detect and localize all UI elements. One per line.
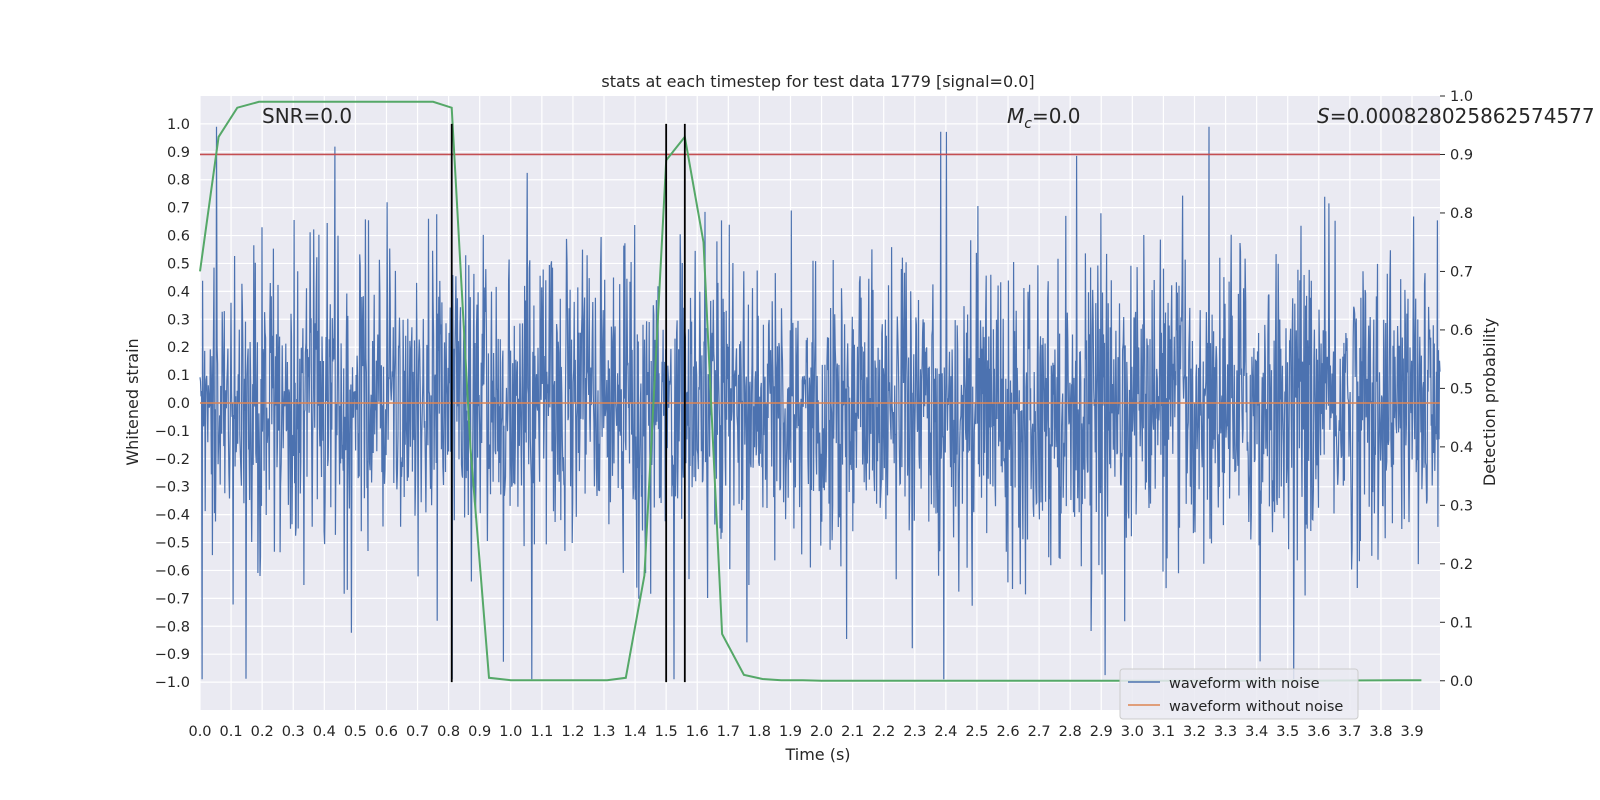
x-tick-label: 1.8 bbox=[748, 724, 771, 740]
x-tick-label: 1.2 bbox=[561, 724, 584, 740]
y-tick-label: −0.7 bbox=[155, 591, 190, 607]
x-tick-label: 3.5 bbox=[1276, 724, 1299, 740]
y-right-ticks: 1.0 0.9 0.8 0.7 0.6 0.5 0.4 0.3 0.2 0.1 0.0 bbox=[1440, 89, 1473, 690]
x-tick-label: 1.0 bbox=[499, 724, 522, 740]
mc-value: =0.0 bbox=[1032, 104, 1081, 128]
s-symbol: S bbox=[1317, 104, 1330, 128]
y-tick-label: 0.0 bbox=[167, 396, 190, 412]
y-tick-label: 0.7 bbox=[167, 201, 190, 217]
x-tick-label: 3.6 bbox=[1307, 724, 1330, 740]
noise-series bbox=[199, 126, 1441, 680]
s-value: =0.000828025862574577 bbox=[1330, 104, 1595, 128]
x-ticks: 0.0 0.1 0.2 0.3 0.4 0.5 0.6 0.7 0.8 0.9 1.0 1.1 1.2 1… bbox=[188, 724, 1423, 740]
x-tick-label: 2.9 bbox=[1090, 724, 1113, 740]
y-tick-label: −0.9 bbox=[155, 647, 190, 663]
x-tick-label: 3.2 bbox=[1183, 724, 1206, 740]
y-right-tick-label: 0.6 bbox=[1450, 323, 1473, 339]
x-tick-label: 2.2 bbox=[872, 724, 895, 740]
snr-annotation: SNR=0.0 bbox=[262, 104, 352, 128]
mc-subscript: c bbox=[1024, 116, 1032, 132]
y-right-tick-label: 0.0 bbox=[1450, 674, 1473, 690]
x-tick-label: 0.7 bbox=[406, 724, 429, 740]
y-right-tick-label: 0.1 bbox=[1450, 615, 1473, 631]
lines-layer bbox=[199, 100, 1440, 683]
noise-waveform-line bbox=[199, 126, 1441, 680]
x-tick-label: 2.0 bbox=[810, 724, 833, 740]
x-tick-label: 1.6 bbox=[686, 724, 709, 740]
x-tick-label: 1.4 bbox=[624, 724, 647, 740]
y-tick-label: −0.5 bbox=[155, 536, 190, 552]
y-tick-label: −1.0 bbox=[155, 675, 190, 691]
mc-annotation: Mc=0.0 bbox=[1007, 104, 1081, 132]
x-tick-label: 0.8 bbox=[437, 724, 460, 740]
chart-title: stats at each timestep for test data 177… bbox=[601, 72, 1034, 91]
x-tick-label: 2.6 bbox=[996, 724, 1019, 740]
y-tick-label: 0.8 bbox=[167, 173, 190, 189]
x-tick-label: 3.3 bbox=[1214, 724, 1237, 740]
y-tick-label: 0.3 bbox=[167, 312, 190, 328]
y-right-tick-label: 0.7 bbox=[1450, 264, 1473, 280]
y-ticks: 1.0 0.9 0.8 0.7 0.6 0.5 0.4 0.3 0.2 0.1 0.0 −0.1 −0.… bbox=[155, 117, 190, 691]
x-tick-label: 0.4 bbox=[313, 724, 336, 740]
x-tick-label: 0.6 bbox=[375, 724, 398, 740]
x-tick-label: 0.3 bbox=[282, 724, 305, 740]
x-tick-label: 0.1 bbox=[220, 724, 243, 740]
x-tick-label: 3.7 bbox=[1338, 724, 1361, 740]
y-tick-label: 0.2 bbox=[167, 340, 190, 356]
x-tick-label: 2.4 bbox=[934, 724, 957, 740]
x-tick-label: 0.5 bbox=[344, 724, 367, 740]
s-annotation: S=0.000828025862574577 bbox=[1317, 104, 1595, 128]
y-right-tick-label: 0.8 bbox=[1450, 206, 1473, 222]
y-tick-label: −0.8 bbox=[155, 619, 190, 635]
y-right-tick-label: 0.2 bbox=[1450, 557, 1473, 573]
x-tick-label: 1.1 bbox=[530, 724, 553, 740]
x-tick-label: 3.0 bbox=[1121, 724, 1144, 740]
y-axis-label: Whitened strain bbox=[123, 338, 142, 465]
y-right-axis-label: Detection probability bbox=[1480, 318, 1499, 486]
x-tick-label: 3.8 bbox=[1369, 724, 1392, 740]
x-tick-label: 1.3 bbox=[592, 724, 615, 740]
y-right-tick-label: 1.0 bbox=[1450, 89, 1473, 105]
legend: waveform with noise waveform without noi… bbox=[1119, 668, 1359, 720]
x-tick-label: 3.4 bbox=[1245, 724, 1268, 740]
y-tick-label: 0.4 bbox=[167, 284, 190, 300]
x-tick-label: 0.9 bbox=[468, 724, 491, 740]
x-tick-label: 2.3 bbox=[903, 724, 926, 740]
y-tick-label: −0.1 bbox=[155, 424, 190, 440]
y-tick-label: 0.5 bbox=[167, 256, 190, 272]
legend-entry-clean: waveform without noise bbox=[1169, 699, 1343, 715]
legend-entry-noise: waveform with noise bbox=[1169, 676, 1320, 692]
y-tick-label: 0.1 bbox=[167, 368, 190, 384]
y-right-tick-label: 0.9 bbox=[1450, 147, 1473, 163]
y-tick-label: 1.0 bbox=[167, 117, 190, 133]
x-tick-label: 1.7 bbox=[717, 724, 740, 740]
y-tick-label: −0.6 bbox=[155, 563, 190, 579]
x-tick-label: 2.5 bbox=[965, 724, 988, 740]
detection-probability-line bbox=[199, 100, 1422, 682]
x-tick-label: 3.1 bbox=[1152, 724, 1175, 740]
x-tick-label: 0.2 bbox=[251, 724, 274, 740]
x-tick-label: 3.9 bbox=[1400, 724, 1423, 740]
x-tick-label: 2.7 bbox=[1028, 724, 1051, 740]
mc-symbol: M bbox=[1007, 104, 1024, 128]
x-tick-label: 1.9 bbox=[779, 724, 802, 740]
x-tick-label: 1.5 bbox=[655, 724, 678, 740]
y-tick-label: −0.2 bbox=[155, 452, 190, 468]
x-tick-label: 2.1 bbox=[841, 724, 864, 740]
legend-box bbox=[1119, 668, 1359, 720]
x-axis-label: Time (s) bbox=[784, 745, 850, 764]
x-tick-label: 2.8 bbox=[1059, 724, 1082, 740]
y-right-tick-label: 0.3 bbox=[1450, 498, 1473, 514]
y-tick-label: 0.9 bbox=[167, 145, 190, 161]
y-tick-label: 0.6 bbox=[167, 229, 190, 245]
y-right-tick-label: 0.5 bbox=[1450, 381, 1473, 397]
x-tick-label: 0.0 bbox=[188, 724, 211, 740]
y-tick-label: −0.4 bbox=[155, 508, 190, 524]
y-tick-label: −0.3 bbox=[155, 480, 190, 496]
y-right-tick-label: 0.4 bbox=[1450, 440, 1473, 456]
